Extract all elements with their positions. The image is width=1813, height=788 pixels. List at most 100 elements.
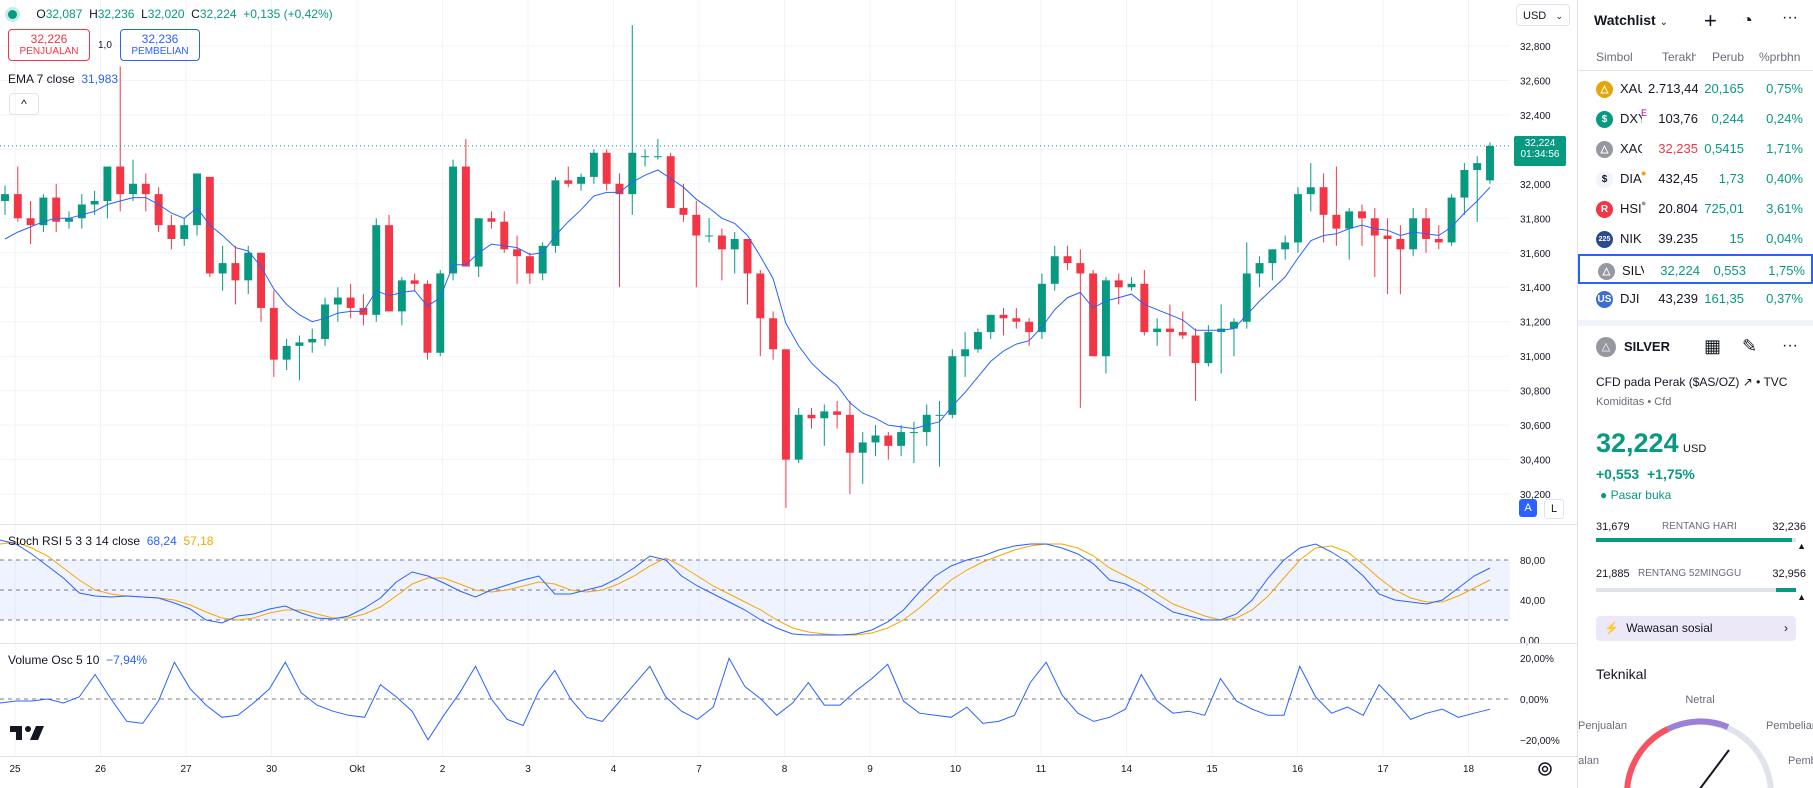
candle-body [1294, 194, 1302, 243]
ema-legend[interactable]: EMA 7 close 31,983 [8, 72, 118, 86]
volume-osc-value: −7,94% [106, 653, 148, 667]
candle-body [525, 256, 534, 274]
detail-currency: USD [1683, 443, 1707, 455]
col-last[interactable]: Terakhir [1662, 50, 1696, 64]
log-scale-button[interactable]: L [1544, 499, 1564, 519]
watchlist-row-dji[interactable]: US DJI 43,239 161,35 0,37% [1578, 284, 1813, 314]
wk52-low: 21,885 [1596, 568, 1630, 580]
candle-body [500, 221, 509, 250]
candle [807, 407, 816, 429]
currency-select[interactable]: USD ⌄ [1516, 4, 1570, 26]
edit-note-icon[interactable]: ✎ [1742, 336, 1758, 356]
settings-gear-icon[interactable] [1536, 760, 1554, 778]
volume-osc-axis-tick: 20,00% [1520, 654, 1554, 665]
candle [1319, 173, 1328, 243]
time-axis-tick: 8 [782, 764, 788, 775]
candle-body [154, 194, 163, 226]
social-insights-button[interactable]: ⚡ Wawasan sosial › [1596, 616, 1796, 641]
watchlist-row-hsi[interactable]: R HSI ● 20.804 725,01 3,61% [1578, 194, 1813, 224]
candle-body [1383, 235, 1392, 239]
tradingview-logo-icon[interactable] [10, 724, 44, 742]
chart-pie-icon[interactable]: ◔ [1742, 10, 1753, 30]
symbol-change: 0,553 [1713, 263, 1746, 278]
watchlist-row-dxy[interactable]: $ DXYE 103,76 0,244 0,24% [1578, 104, 1813, 134]
buy-price: 32,236 [141, 32, 179, 46]
wk52-high: 32,956 [1772, 568, 1806, 580]
technical-title[interactable]: Teknikal [1596, 666, 1647, 682]
add-symbol-plus-icon[interactable]: + [1704, 8, 1717, 33]
detail-category-line: Komiditas • Cfd [1596, 396, 1672, 408]
symbol-logo-icon: △ [1596, 81, 1613, 98]
external-link-icon[interactable]: ↗ [1742, 375, 1753, 389]
sell-button[interactable]: 32,226 PENJUALAN [8, 29, 90, 61]
candle-body [961, 349, 970, 357]
candle-body [769, 318, 778, 350]
symbol-logo-icon: $ [1596, 171, 1613, 188]
candle-body [1396, 238, 1405, 250]
volume-osc-legend[interactable]: Volume Osc 5 10 −7,94% [8, 653, 147, 667]
auto-scale-button[interactable]: A [1519, 499, 1537, 517]
candle [961, 332, 970, 377]
candle-body [1486, 145, 1494, 181]
candle [973, 328, 982, 353]
gauge-needle [1699, 749, 1730, 788]
pane-separator[interactable] [0, 643, 1577, 644]
candle-body [1076, 263, 1085, 274]
candle-body [1345, 211, 1354, 229]
candle [1025, 318, 1034, 346]
price-axis-tick: 31,400 [1520, 283, 1551, 294]
candle-body [1037, 283, 1046, 333]
candle [141, 173, 150, 212]
currency-value: USD [1523, 10, 1547, 22]
detail-source[interactable]: TVC [1763, 375, 1788, 389]
price-axis-tick: 30,600 [1520, 421, 1551, 432]
more-options-icon[interactable]: ··· [1782, 337, 1798, 354]
price-axis-tick: 32,000 [1520, 180, 1551, 191]
candle [449, 159, 458, 281]
pane-separator[interactable] [0, 524, 1577, 525]
collapse-indicators-button[interactable]: ^ [9, 93, 39, 115]
candle-body [679, 207, 688, 215]
candle [1370, 207, 1379, 277]
candle [282, 338, 291, 370]
col-change-pct[interactable]: %prbhn [1759, 50, 1801, 64]
symbol-change-pct: 0,75% [1766, 81, 1803, 96]
chevron-down-icon: ⌄ [1555, 11, 1563, 21]
detail-price-block: 32,224 USD [1596, 428, 1706, 459]
time-axis-tick: 17 [1377, 764, 1389, 775]
watchlist-row-xauusd[interactable]: △ XAUUSD 2.713,44 20,165 0,75% [1578, 74, 1813, 104]
symbol-change-pct: 0,24% [1766, 111, 1803, 126]
watchlist-title[interactable]: Watchlist ⌄ [1594, 12, 1668, 28]
detail-symbol[interactable]: SILVER [1624, 339, 1670, 354]
watchlist-row-xagusd[interactable]: △ XAGUSD 32,235 0,5415 1,71% [1578, 134, 1813, 164]
symbol-logo-icon: 225 [1596, 231, 1613, 248]
candle-body [1255, 263, 1264, 274]
candle-body [1191, 335, 1200, 364]
time-axis-separator [0, 756, 1577, 757]
silver-icon: △ [1596, 337, 1616, 357]
price-chart[interactable]: 32,80032,60032,40032,20032,00031,80031,6… [0, 0, 1577, 788]
time-axis-tick: 3 [525, 764, 531, 775]
stoch-rsi-legend[interactable]: Stoch RSI 5 3 3 14 close 68,24 57,18 [8, 534, 213, 548]
candle [295, 335, 304, 381]
time-axis-tick: 30 [266, 764, 278, 775]
candle [1, 185, 9, 215]
grid-layout-icon[interactable]: ▦ [1704, 336, 1722, 356]
day-range-label: RENTANG HARI [1662, 521, 1737, 532]
candle [897, 425, 906, 457]
candle-body [1281, 242, 1290, 250]
price-axis-tick: 31,800 [1520, 214, 1551, 225]
candle-body [65, 218, 73, 222]
watchlist-row-nikkei[interactable]: 225 NIKKEI 39.235 15 0,04% [1578, 224, 1813, 254]
time-axis-tick: 7 [696, 764, 702, 775]
watchlist-row-dia[interactable]: $ DIA ● 432,45 1,73 0,40% [1578, 164, 1813, 194]
col-change[interactable]: Perubahan [1712, 50, 1744, 64]
chart-area[interactable]: 32,80032,60032,40032,20032,00031,80031,6… [0, 0, 1578, 788]
candle-body [871, 435, 880, 443]
more-options-icon[interactable]: ··· [1782, 9, 1798, 26]
watchlist-row-silver[interactable]: △ SILVER 32,224 0,553 1,75% [1578, 254, 1813, 284]
col-symbol[interactable]: Simbol [1596, 50, 1633, 64]
lightning-icon: ⚡ [1604, 621, 1619, 635]
candle [1306, 163, 1315, 212]
buy-button[interactable]: 32,236 PEMBELIAN [120, 29, 200, 61]
